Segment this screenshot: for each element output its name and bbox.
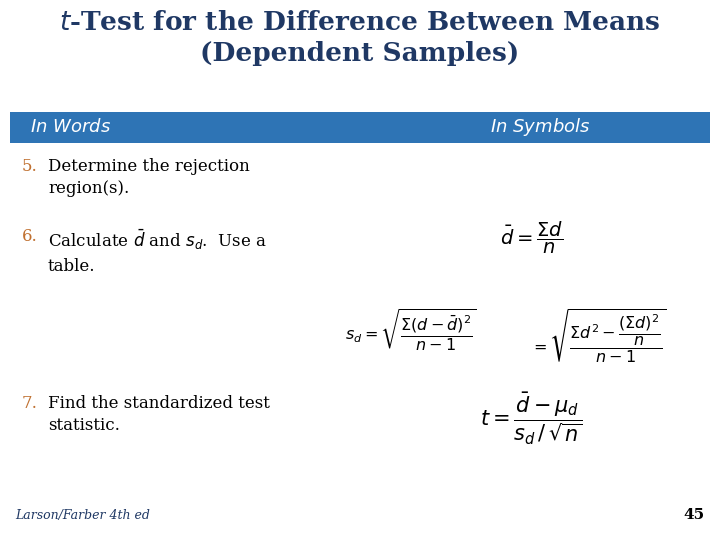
Text: Find the standardized test
statistic.: Find the standardized test statistic.: [48, 395, 270, 434]
Text: 5.: 5.: [22, 158, 37, 175]
Text: $\mathit{In\ Words}$: $\mathit{In\ Words}$: [30, 118, 111, 137]
Text: $\mathit{In\ Symbols}$: $\mathit{In\ Symbols}$: [490, 117, 590, 138]
Bar: [10, 112, 710, 143]
Text: $s_d = \sqrt{\dfrac{\Sigma(d-\bar{d})^2}{n-1}}$: $s_d = \sqrt{\dfrac{\Sigma(d-\bar{d})^2}…: [345, 308, 477, 354]
Text: Determine the rejection
region(s).: Determine the rejection region(s).: [48, 158, 250, 197]
Text: Larson/Farber 4th ed: Larson/Farber 4th ed: [15, 509, 150, 522]
Text: Calculate $\bar{d}$ and $s_d$.  Use a
table.: Calculate $\bar{d}$ and $s_d$. Use a tab…: [48, 228, 267, 275]
Text: $t$-Test for the Difference Between Means
(Dependent Samples): $t$-Test for the Difference Between Mean…: [59, 10, 661, 66]
Text: $= \sqrt{\dfrac{\Sigma d^2 - \dfrac{(\Sigma d)^2}{n}}{n-1}}$: $= \sqrt{\dfrac{\Sigma d^2 - \dfrac{(\Si…: [530, 308, 667, 366]
Text: $\bar{d} = \dfrac{\Sigma d}{n}$: $\bar{d} = \dfrac{\Sigma d}{n}$: [500, 220, 563, 256]
Text: 7.: 7.: [22, 395, 38, 412]
Text: 45: 45: [684, 508, 705, 522]
Text: $t = \dfrac{\bar{d} - \mu_d}{s_d \,/\, \sqrt{n}}$: $t = \dfrac{\bar{d} - \mu_d}{s_d \,/\, \…: [480, 390, 582, 447]
Text: 6.: 6.: [22, 228, 37, 245]
